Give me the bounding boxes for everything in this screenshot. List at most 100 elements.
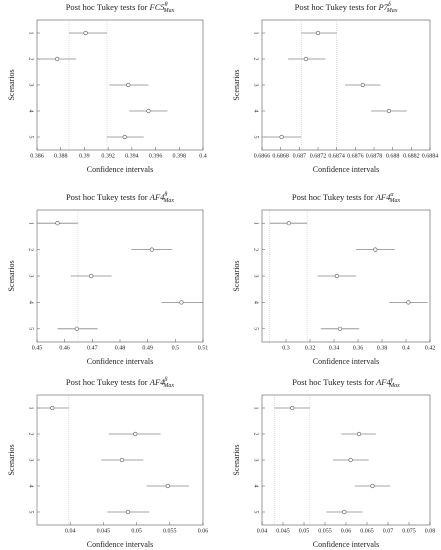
chart-title: Post hoc Tukey tests for AF4α Max bbox=[292, 192, 401, 204]
title-subscript: Max bbox=[163, 8, 175, 14]
mean-marker bbox=[373, 247, 378, 252]
mean-marker bbox=[303, 56, 308, 62]
y-tick-label: 2 bbox=[253, 248, 259, 251]
y-tick-label: 3 bbox=[253, 459, 259, 462]
y-tick-label: 2 bbox=[253, 58, 259, 61]
y-tick-label: 1 bbox=[253, 222, 259, 225]
y-tick-label: 4 bbox=[28, 110, 34, 113]
chart-title: Post hoc Tukey tests for P7δ Max bbox=[295, 2, 398, 14]
title-text: Post hoc Tukey tests for bbox=[292, 192, 374, 202]
chart-title: Post hoc Tukey tests for FC5θ Max bbox=[66, 2, 175, 14]
mean-marker bbox=[133, 431, 138, 437]
y-tick-label: 5 bbox=[28, 327, 34, 330]
y-tick-label: 4 bbox=[28, 301, 34, 304]
title-variable: AF4 bbox=[149, 192, 165, 202]
x-axis-label: Confidence intervals bbox=[87, 540, 153, 549]
x-tick-label: 0.6884 bbox=[422, 153, 439, 159]
x-tick-label: 0.6872 bbox=[310, 153, 327, 159]
y-tick-label: 2 bbox=[28, 433, 34, 436]
x-tick-label: 0.045 bbox=[97, 528, 111, 534]
x-tick-label: 0.08 bbox=[425, 528, 436, 534]
x-tick-label: 0.6878 bbox=[366, 153, 383, 159]
mean-marker bbox=[370, 483, 375, 489]
y-tick-label: 4 bbox=[253, 485, 259, 488]
y-tick-label: 4 bbox=[253, 301, 259, 304]
y-tick-label: 1 bbox=[28, 222, 34, 225]
mean-marker bbox=[83, 30, 88, 36]
y-tick-label: 1 bbox=[253, 407, 259, 410]
y-tick-label: 3 bbox=[253, 275, 259, 278]
y-tick-label: 4 bbox=[253, 110, 259, 113]
mean-marker bbox=[386, 108, 392, 114]
x-tick-label: 0.6882 bbox=[403, 153, 420, 159]
x-axis-label: Confidence intervals bbox=[87, 357, 153, 366]
y-tick-label: 5 bbox=[253, 327, 259, 330]
title-superscript: γ bbox=[391, 377, 394, 383]
x-tick-label: 0.6866 bbox=[254, 153, 271, 159]
x-tick-label: 0.32 bbox=[305, 345, 316, 351]
x-tick-label: 0.394 bbox=[125, 153, 139, 159]
x-tick-label: 0.398 bbox=[173, 153, 187, 159]
x-tick-label: 0.48 bbox=[115, 345, 126, 351]
x-tick-label: 0.688 bbox=[386, 153, 400, 159]
x-tick-label: 0.45 bbox=[32, 345, 43, 351]
mean-marker bbox=[406, 300, 411, 305]
x-tick-label: 0.38 bbox=[377, 345, 388, 351]
y-tick-label: 2 bbox=[28, 58, 34, 61]
y-tick-label: 5 bbox=[28, 511, 34, 514]
mean-marker bbox=[126, 82, 131, 88]
plot-frame bbox=[36, 209, 204, 343]
title-variable: AF4 bbox=[375, 377, 391, 387]
mean-marker bbox=[119, 457, 125, 463]
x-tick-label: 0.04 bbox=[65, 528, 76, 534]
x-tick-label: 0.045 bbox=[276, 528, 290, 534]
x-tick-label: 0.06 bbox=[341, 528, 352, 534]
x-tick-label: 0.46 bbox=[59, 345, 70, 351]
x-tick-label: 0.396 bbox=[149, 153, 163, 159]
y-axis-label: Scenarios bbox=[7, 260, 16, 291]
y-tick-label: 2 bbox=[253, 433, 259, 436]
title-variable: AF4 bbox=[375, 192, 391, 202]
mean-marker bbox=[165, 483, 170, 489]
y-tick-label: 3 bbox=[28, 84, 34, 87]
title-text: Post hoc Tukey tests for bbox=[66, 2, 148, 12]
title-subscript: Max bbox=[386, 8, 398, 14]
x-tick-label: 0.6876 bbox=[347, 153, 364, 159]
title-variable: P7 bbox=[377, 2, 388, 12]
mean-marker bbox=[279, 134, 284, 140]
title-text: Post hoc Tukey tests for bbox=[292, 377, 374, 387]
x-axis-label: Confidence intervals bbox=[313, 357, 379, 366]
y-axis-label: Scenarios bbox=[232, 444, 241, 475]
mean-marker bbox=[334, 273, 339, 279]
x-tick-label: 0.34 bbox=[329, 345, 340, 351]
title-variable: FC5 bbox=[149, 2, 165, 12]
x-axis-label: Confidence intervals bbox=[313, 540, 379, 549]
x-tick-label: 0.04 bbox=[257, 528, 268, 534]
mean-marker bbox=[146, 108, 151, 114]
title-subscript: Max bbox=[388, 198, 400, 204]
title-superscript: θ bbox=[164, 192, 167, 198]
y-tick-label: 3 bbox=[28, 459, 34, 462]
x-tick-label: 0.06 bbox=[198, 528, 209, 534]
mean-marker bbox=[348, 457, 353, 463]
mean-marker bbox=[125, 509, 131, 515]
y-tick-label: 1 bbox=[28, 32, 34, 35]
x-axis-label: Confidence intervals bbox=[313, 165, 379, 174]
x-axis-label: Confidence intervals bbox=[87, 165, 153, 174]
mean-marker bbox=[89, 273, 94, 279]
x-tick-label: 0.4 bbox=[199, 153, 207, 159]
mean-marker bbox=[149, 247, 154, 252]
x-tick-label: 0.055 bbox=[318, 528, 332, 534]
title-subscript: Max bbox=[162, 198, 174, 204]
x-tick-label: 0.49 bbox=[142, 345, 153, 351]
x-tick-label: 0.6874 bbox=[328, 153, 345, 159]
mean-marker bbox=[360, 82, 365, 88]
title-variable: AF4 bbox=[149, 377, 165, 387]
x-tick-label: 0.055 bbox=[163, 528, 177, 534]
x-tick-label: 0.42 bbox=[425, 345, 436, 351]
x-tick-label: 0.36 bbox=[353, 345, 364, 351]
mean-marker bbox=[356, 431, 362, 437]
x-tick-label: 0.07 bbox=[383, 528, 394, 534]
mean-marker bbox=[315, 30, 321, 36]
chart-title: Post hoc Tukey tests for AF4θ Max bbox=[66, 192, 174, 204]
